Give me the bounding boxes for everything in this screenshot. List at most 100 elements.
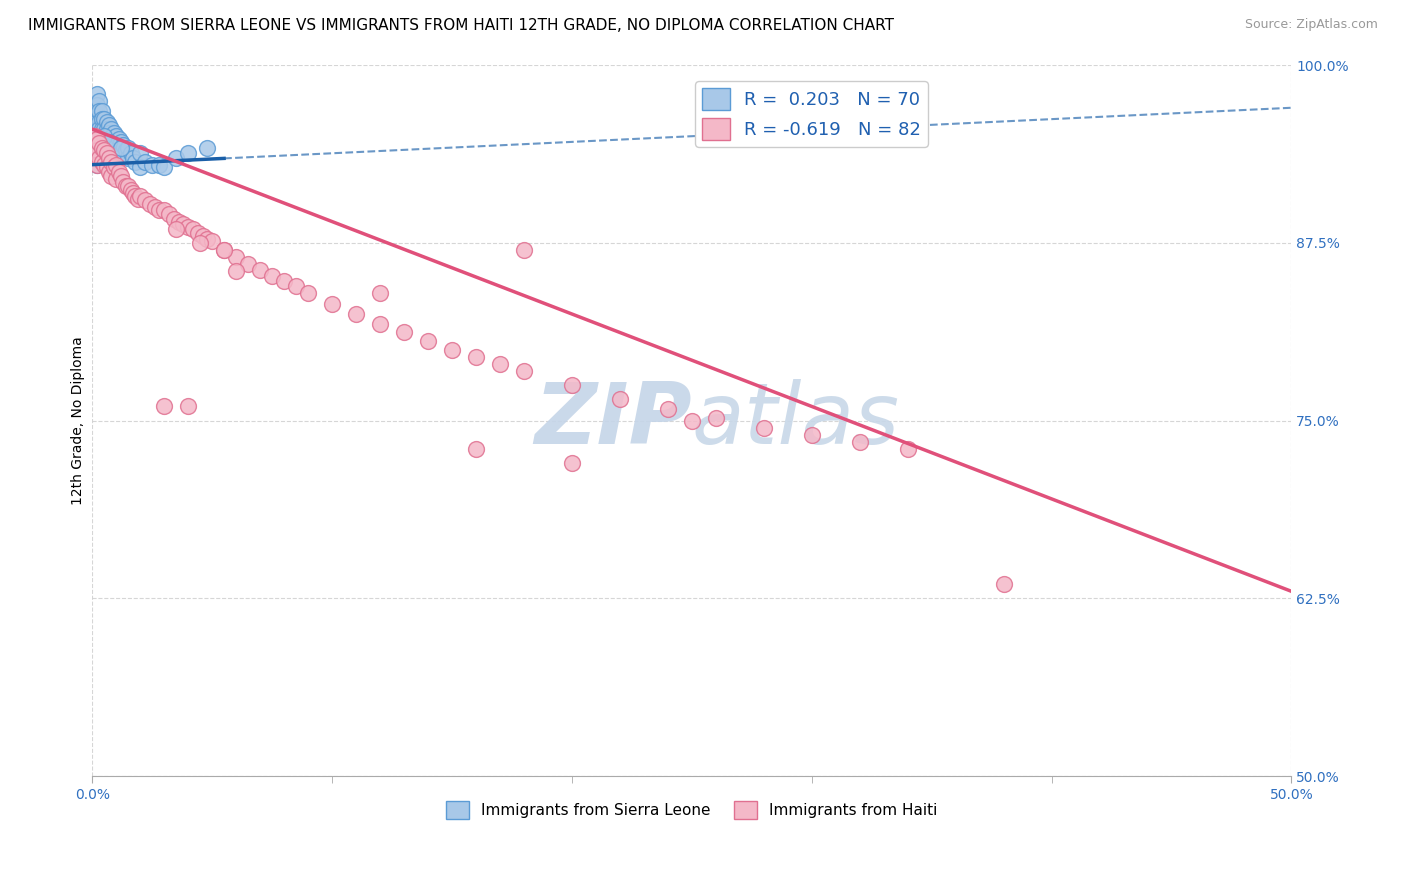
Point <box>86 98 108 112</box>
Point <box>120 146 142 161</box>
Point <box>141 158 163 172</box>
Point <box>153 161 176 175</box>
Point <box>513 243 536 257</box>
Text: atlas: atlas <box>692 379 900 462</box>
Point <box>416 334 439 348</box>
Point <box>117 151 139 165</box>
Point <box>93 132 115 146</box>
Point <box>201 235 224 249</box>
Point <box>249 263 271 277</box>
Point <box>90 132 112 146</box>
Point <box>89 132 111 146</box>
Point <box>98 165 121 179</box>
Point <box>89 144 111 158</box>
Point <box>187 226 209 240</box>
Point <box>344 307 367 321</box>
Point <box>800 428 823 442</box>
Point <box>489 357 512 371</box>
Point <box>114 179 136 194</box>
Point <box>107 165 129 179</box>
Point <box>105 137 128 152</box>
Point <box>897 442 920 456</box>
Point <box>83 103 105 118</box>
Point <box>110 169 132 183</box>
Point <box>513 364 536 378</box>
Point <box>212 243 235 257</box>
Point <box>561 456 583 470</box>
Point <box>134 193 156 207</box>
Point <box>464 350 486 364</box>
Point <box>129 189 152 203</box>
Point <box>177 400 200 414</box>
Point <box>165 221 187 235</box>
Point <box>96 161 118 175</box>
Point <box>93 158 115 172</box>
Point <box>148 158 170 172</box>
Point <box>122 186 145 200</box>
Point <box>96 144 118 158</box>
Text: ZIP: ZIP <box>534 379 692 462</box>
Point <box>86 158 108 172</box>
Point <box>105 129 128 144</box>
Point <box>89 115 111 129</box>
Text: IMMIGRANTS FROM SIERRA LEONE VS IMMIGRANTS FROM HAITI 12TH GRADE, NO DIPLOMA COR: IMMIGRANTS FROM SIERRA LEONE VS IMMIGRAN… <box>28 18 894 33</box>
Point <box>112 175 135 189</box>
Point <box>100 122 122 136</box>
Point <box>100 144 122 158</box>
Point <box>107 144 129 158</box>
Point <box>90 140 112 154</box>
Point <box>105 172 128 186</box>
Point <box>107 132 129 146</box>
Point <box>191 228 214 243</box>
Point <box>165 151 187 165</box>
Point <box>157 207 180 221</box>
Point <box>86 158 108 172</box>
Legend: Immigrants from Sierra Leone, Immigrants from Haiti: Immigrants from Sierra Leone, Immigrants… <box>440 795 943 825</box>
Point <box>704 410 727 425</box>
Point <box>98 118 121 132</box>
Point <box>167 214 190 228</box>
Point <box>236 257 259 271</box>
Point <box>93 112 115 127</box>
Point <box>153 203 176 218</box>
Point <box>103 135 125 149</box>
Point <box>98 127 121 141</box>
Point <box>993 577 1015 591</box>
Point <box>225 264 247 278</box>
Point <box>96 132 118 146</box>
Point <box>129 146 152 161</box>
Point <box>96 146 118 161</box>
Point <box>153 400 176 414</box>
Point <box>90 144 112 158</box>
Point <box>110 140 132 154</box>
Point <box>195 140 218 154</box>
Point <box>148 203 170 218</box>
Point <box>112 137 135 152</box>
Point <box>848 434 870 449</box>
Point <box>172 218 194 232</box>
Point <box>260 268 283 283</box>
Point <box>83 101 105 115</box>
Point <box>110 146 132 161</box>
Point <box>93 129 115 144</box>
Point <box>100 132 122 146</box>
Point <box>177 220 200 235</box>
Point <box>98 146 121 161</box>
Point <box>127 192 149 206</box>
Point <box>134 154 156 169</box>
Point <box>392 326 415 340</box>
Point <box>103 146 125 161</box>
Point <box>124 154 146 169</box>
Point <box>90 132 112 146</box>
Point <box>86 144 108 158</box>
Point <box>122 151 145 165</box>
Point <box>83 144 105 158</box>
Point <box>124 189 146 203</box>
Point <box>93 144 115 158</box>
Point <box>89 103 111 118</box>
Point <box>195 231 218 245</box>
Point <box>368 285 391 300</box>
Point <box>83 129 105 144</box>
Point <box>100 169 122 183</box>
Point <box>117 179 139 194</box>
